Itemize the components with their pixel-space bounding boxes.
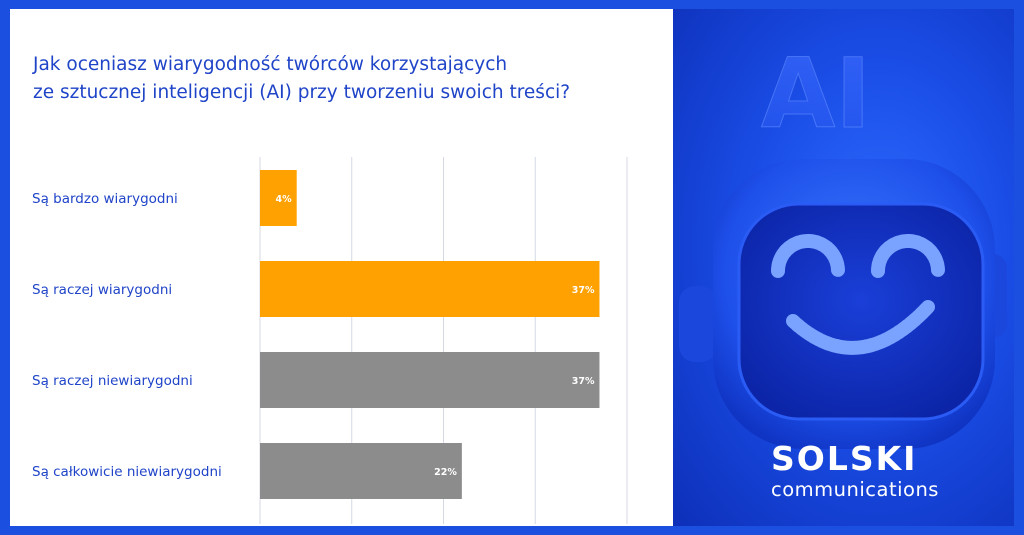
bar <box>260 170 297 226</box>
category-label: Są raczej niewiarygodni <box>32 373 193 389</box>
category-label: Są bardzo wiarygodni <box>32 191 178 207</box>
chart-title-line: ze sztucznej inteligencji (AI) przy twor… <box>33 82 571 103</box>
ai-background-text: AI <box>761 38 871 150</box>
data-label: 37% <box>572 376 595 387</box>
bar <box>260 443 462 499</box>
brand-subtitle: communications <box>771 478 939 501</box>
brand-name: SOLSKI <box>771 439 918 478</box>
robot-illustration: AI <box>679 38 1007 449</box>
data-label: 4% <box>276 194 293 205</box>
data-label: 22% <box>434 467 457 478</box>
category-label: Są raczej wiarygodni <box>32 282 172 298</box>
robot-smile-icon <box>679 159 1007 449</box>
bar-chart: Są bardzo wiarygodni 4% Są raczej wiarygod… <box>32 157 628 524</box>
chart-title: Jak oceniasz wiarygodność twórców korzys… <box>33 51 663 107</box>
chart-title-line: Jak oceniasz wiarygodność twórców korzys… <box>33 54 508 75</box>
bar <box>260 352 600 408</box>
category-label: Są całkowicie niewiarygodni <box>32 464 222 480</box>
chart-card: Jak oceniasz wiarygodność twórców korzys… <box>10 9 673 526</box>
bar <box>260 261 600 317</box>
brand-panel: AI SOLSKI communications <box>673 9 1014 526</box>
data-label: 37% <box>572 285 595 296</box>
